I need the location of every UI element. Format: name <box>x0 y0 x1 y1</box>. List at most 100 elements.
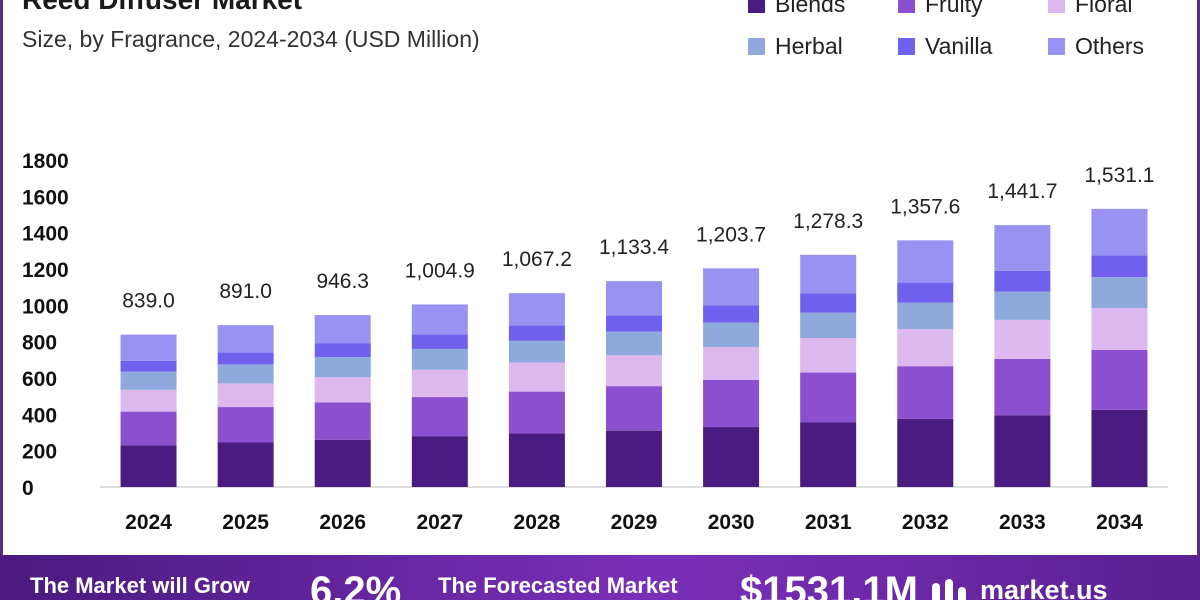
legend-label-herbal: Herbal <box>775 33 843 59</box>
bar-segment-others <box>897 240 954 283</box>
y-tick-label: 0 <box>22 477 34 500</box>
brand-logo-icon <box>932 579 966 600</box>
legend-item-floral: Floral <box>1048 0 1133 18</box>
bar-segment-blends <box>120 445 177 487</box>
stacked-bar-chart: 0 200 400 600 800 1000 1200 1400 1600 1800 839.0 20… <box>22 150 1168 534</box>
bar-segment-herbal <box>411 348 468 370</box>
bar-total-label: 839.0 <box>122 290 175 313</box>
banner-forecast-text: The Forecasted Market <box>438 573 678 598</box>
x-tick-label: 2031 <box>805 511 852 534</box>
bar-segment-floral <box>411 369 468 398</box>
y-tick-label: 200 <box>22 441 57 464</box>
legend-label-others: Others <box>1075 33 1145 59</box>
bar-segment-fruity <box>508 391 565 434</box>
bar-segment-floral <box>1091 308 1148 350</box>
legend-swatch-herbal <box>748 38 765 55</box>
legend-item-fruity: Fruity <box>898 0 983 18</box>
bar-segment-fruity <box>314 402 371 440</box>
bar-segment-floral <box>994 319 1051 359</box>
bar-segment-herbal <box>606 331 662 356</box>
banner-cagr-value: 6.2% <box>310 569 402 600</box>
bar-segment-fruity <box>800 372 857 423</box>
bar-segment-herbal <box>508 340 565 363</box>
bar-segment-blends <box>411 436 468 487</box>
bar-segment-vanilla <box>606 315 662 332</box>
bar-segment-fruity <box>994 358 1051 416</box>
bar-total-label: 1,531.1 <box>1084 164 1154 187</box>
bar-segment-blends <box>703 427 760 487</box>
bar-segment-blends <box>314 439 371 487</box>
legend-label-fruity: Fruity <box>925 0 983 17</box>
bar-segment-others <box>314 315 371 344</box>
legend-item-others: Others <box>1048 33 1144 60</box>
legend-label-blends: Blends <box>775 0 846 17</box>
bar-segment-others <box>508 293 565 326</box>
bar-segment-herbal <box>994 291 1051 320</box>
bar-segment-floral <box>314 377 371 403</box>
legend-swatch-blends <box>748 0 765 13</box>
bar-total-label: 1,004.9 <box>405 259 475 282</box>
bar-segment-floral <box>606 355 662 387</box>
bar-segment-herbal <box>314 357 371 378</box>
bar-segment-blends <box>800 422 857 487</box>
bar-segment-herbal <box>1091 277 1148 309</box>
bar-segment-herbal <box>703 322 760 348</box>
bar-segment-floral <box>703 347 760 380</box>
bar-segment-others <box>606 281 662 316</box>
bar-segment-floral <box>217 383 274 408</box>
bar-segment-others <box>411 304 468 335</box>
bar-segment-others <box>994 225 1051 271</box>
x-tick-label: 2027 <box>416 511 463 534</box>
bar-segment-vanilla <box>897 282 954 303</box>
bar-segment-others <box>703 268 760 306</box>
bar-total-label: 946.3 <box>316 270 369 293</box>
bar-total-label: 891.0 <box>219 280 272 303</box>
bar-segment-blends <box>217 442 274 487</box>
bar-total-label: 1,278.3 <box>793 210 863 233</box>
bar-segment-blends <box>994 415 1051 487</box>
bar-segment-fruity <box>703 379 760 428</box>
bar-segment-others <box>217 325 274 353</box>
x-tick-label: 2026 <box>319 511 366 534</box>
bar-segment-vanilla <box>1091 255 1148 278</box>
bar-segment-blends <box>508 433 565 487</box>
bar-segment-vanilla <box>994 270 1051 292</box>
bar-segment-vanilla <box>800 293 857 313</box>
x-tick-label: 2032 <box>902 511 949 534</box>
bar-segment-floral <box>897 328 954 367</box>
chart-title: Reed Diffuser Market <box>22 0 302 16</box>
bar-segment-vanilla <box>120 360 177 372</box>
bar-segment-vanilla <box>217 352 274 365</box>
left-border <box>0 0 3 555</box>
footer-banner: The Market will Grow 6.2% The Forecasted… <box>0 555 1200 600</box>
legend-swatch-vanilla <box>898 38 915 55</box>
bar-segment-others <box>1091 208 1148 256</box>
y-tick-label: 600 <box>22 368 57 391</box>
legend: Blends Fruity Floral Herbal Vanilla Othe… <box>0 0 1200 70</box>
bar-segment-floral <box>120 389 177 412</box>
bar-segment-others <box>800 254 857 294</box>
bar-total-label: 1,067.2 <box>502 248 572 271</box>
legend-swatch-fruity <box>898 0 915 13</box>
brand-name: market.us <box>980 575 1108 600</box>
y-tick-label: 1000 <box>22 295 69 318</box>
bar-total-label: 1,133.4 <box>599 236 669 259</box>
y-tick-label: 400 <box>22 404 57 427</box>
legend-swatch-floral <box>1048 0 1065 13</box>
y-tick-label: 1200 <box>22 259 69 282</box>
banner-grow-text: The Market will Grow <box>30 573 251 598</box>
chart-subtitle: Size, by Fragrance, 2024-2034 (USD Milli… <box>22 26 480 52</box>
x-tick-label: 2024 <box>125 511 172 534</box>
bar-segment-blends <box>897 418 954 487</box>
y-tick-label: 1800 <box>22 150 69 173</box>
bar-segment-fruity <box>1091 349 1148 410</box>
banner-market-size: $1531.1M <box>740 569 918 600</box>
bar-segment-vanilla <box>508 325 565 341</box>
right-border <box>1197 0 1200 555</box>
x-tick-label: 2029 <box>611 511 658 534</box>
bar-segment-fruity <box>217 407 274 443</box>
bar-segment-fruity <box>897 366 954 419</box>
bar-segment-blends <box>606 430 662 487</box>
bar-segment-herbal <box>897 302 954 329</box>
legend-item-vanilla: Vanilla <box>898 33 992 60</box>
